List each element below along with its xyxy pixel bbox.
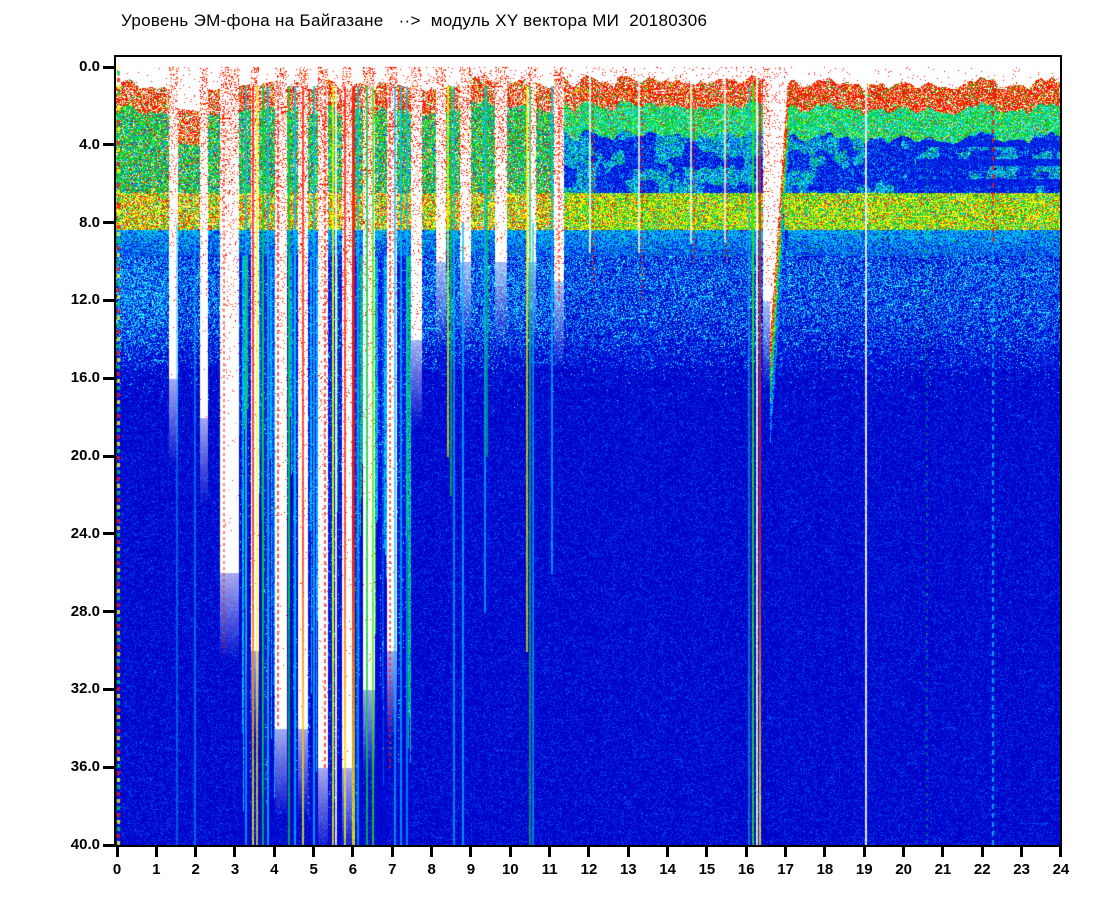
y-tick (103, 765, 114, 769)
chart-title: Уровень ЭМ-фона на Байгазане ··> модуль … (121, 11, 708, 30)
x-tick (272, 847, 276, 857)
y-tick-label: 0.0 (79, 58, 100, 75)
x-tick-label: 24 (1052, 861, 1070, 878)
y-tick (103, 610, 114, 614)
x-tick (390, 847, 394, 857)
y-tick (103, 221, 114, 225)
y-tick-label: 24.0 (70, 524, 100, 542)
x-tick-label: 17 (777, 861, 794, 878)
x-tick-label: 13 (619, 861, 637, 878)
x-tick (587, 847, 591, 857)
y-tick-label: 36.0 (70, 758, 100, 776)
x-tick (1059, 847, 1063, 857)
x-tick-label: 10 (501, 861, 519, 878)
y-tick-label: 4.0 (79, 135, 100, 153)
y-tick-label: 28.0 (70, 602, 100, 620)
x-tick (508, 847, 512, 857)
x-tick (233, 847, 237, 857)
x-tick (823, 847, 827, 857)
y-tick-label: 40.0 (70, 836, 100, 853)
x-tick-label: 12 (580, 861, 598, 878)
x-tick (980, 847, 984, 857)
x-tick-label: 8 (427, 861, 436, 878)
x-tick-label: 21 (934, 861, 952, 878)
x-tick (469, 847, 473, 857)
y-tick (103, 65, 114, 69)
y-tick (103, 454, 114, 458)
x-tick-label: 18 (816, 861, 834, 878)
x-tick (1020, 847, 1024, 857)
y-tick (103, 376, 114, 380)
y-tick (103, 687, 114, 691)
x-tick (784, 847, 788, 857)
y-tick (103, 532, 114, 536)
x-tick-label: 0 (112, 861, 122, 878)
x-tick-label: 14 (659, 861, 676, 878)
x-tick-label: 19 (855, 861, 873, 878)
x-tick-label: 20 (895, 861, 912, 878)
spectrogram-canvas (116, 57, 1060, 845)
x-tick-label: 16 (737, 861, 755, 878)
x-tick (902, 847, 906, 857)
x-tick-label: 6 (348, 861, 358, 878)
x-tick-label: 5 (309, 861, 318, 878)
x-tick-label: 4 (270, 861, 279, 878)
x-tick-label: 7 (388, 861, 397, 878)
y-tick (103, 298, 114, 302)
x-tick (194, 847, 198, 857)
y-tick-label: 32.0 (70, 680, 100, 698)
x-tick-label: 11 (541, 861, 558, 878)
x-tick-label: 1 (152, 861, 161, 878)
x-tick (862, 847, 866, 857)
x-tick-label: 9 (466, 861, 476, 878)
y-tick-label: 8.0 (79, 213, 100, 231)
y-tick (103, 843, 114, 847)
y-tick-label: 20.0 (70, 447, 100, 464)
x-tick (626, 847, 630, 857)
y-tick-label: 16.0 (70, 369, 100, 387)
x-tick (941, 847, 945, 857)
x-tick (705, 847, 709, 857)
y-tick-label: 12.0 (70, 291, 100, 309)
x-tick-label: 3 (230, 861, 240, 878)
x-tick (351, 847, 355, 857)
x-tick (744, 847, 748, 857)
x-tick-label: 23 (1013, 861, 1030, 878)
x-tick (548, 847, 552, 857)
x-tick-label: 2 (191, 861, 200, 878)
y-tick (103, 143, 114, 147)
x-tick (666, 847, 670, 857)
x-tick (115, 847, 119, 857)
x-tick-label: 15 (698, 861, 716, 878)
x-tick (430, 847, 434, 857)
x-tick (154, 847, 158, 857)
x-tick-label: 22 (973, 861, 991, 878)
x-tick (312, 847, 316, 857)
